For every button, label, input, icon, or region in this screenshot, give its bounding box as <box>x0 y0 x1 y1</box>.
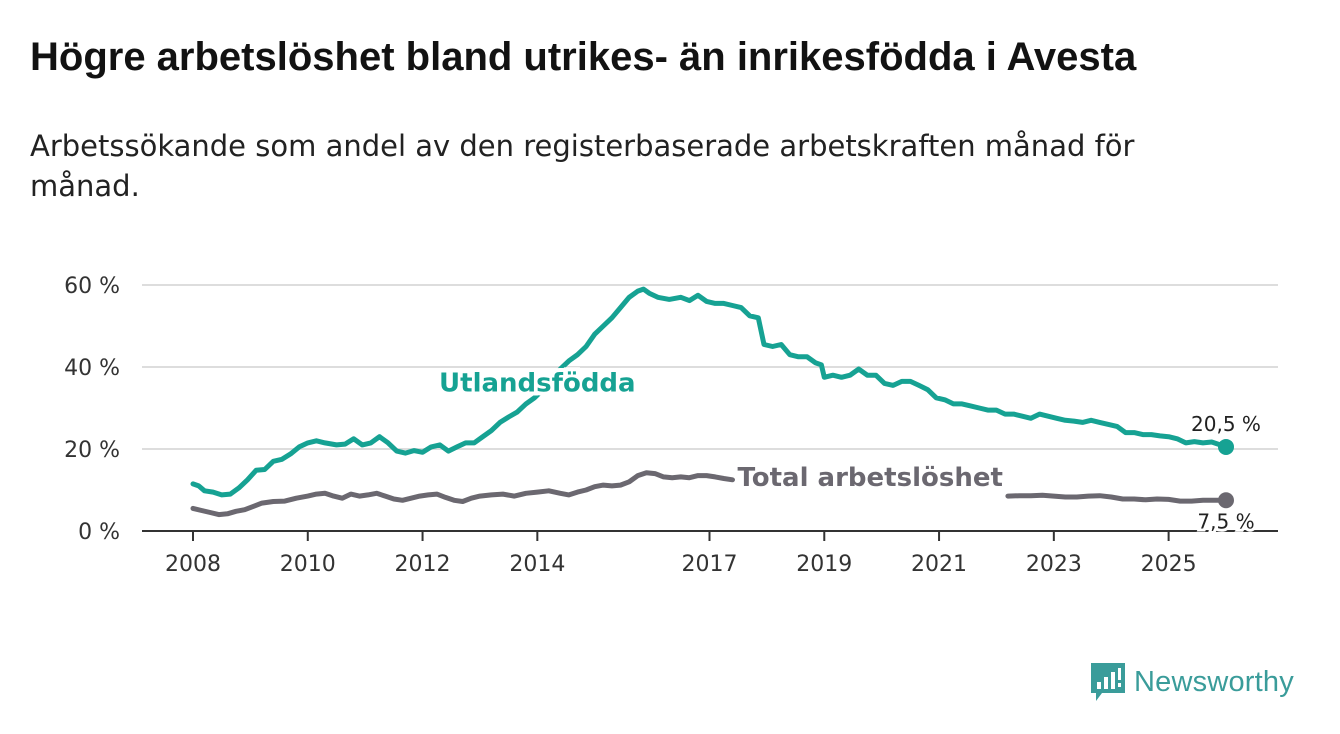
series-label-foreign: Utlandsfödda <box>439 369 636 399</box>
x-tick-label: 2025 <box>1141 552 1197 577</box>
x-tick-label: 2012 <box>395 552 451 577</box>
y-tick-label: 20 % <box>64 438 120 463</box>
series-endpoint-total <box>1218 492 1234 509</box>
series-line-foreign <box>190 286 1229 498</box>
brand-name: Newsworthy <box>1134 665 1294 698</box>
y-tick-label: 60 % <box>64 274 120 299</box>
y-tick-label: 0 % <box>78 520 120 545</box>
x-tick-label: 2021 <box>911 552 967 577</box>
series-line-total <box>190 470 735 518</box>
end-label-total: 7,5 % <box>1197 509 1254 533</box>
x-tick-label: 2019 <box>796 552 852 577</box>
grid-layer <box>142 284 1278 450</box>
newsworthy-brand[interactable]: Newsworthy <box>1088 660 1294 704</box>
newsworthy-logo-icon <box>1091 663 1125 701</box>
x-tick-label: 2008 <box>165 552 221 577</box>
y-tick-label: 40 % <box>64 356 120 381</box>
x-tick-label: 2023 <box>1026 552 1082 577</box>
x-tick-label: 2014 <box>509 552 565 577</box>
series-endpoint-foreign <box>1218 438 1234 455</box>
series-layer <box>190 286 1234 518</box>
x-tick-label: 2010 <box>280 552 336 577</box>
x-tick-label: 2017 <box>682 552 738 577</box>
label-layer: 20,5 % 7,5 % Utlandsfödda Total arbetslöshe… <box>435 365 1264 537</box>
end-label-foreign: 20,5 % <box>1191 412 1261 436</box>
chart-subtitle: Arbetssökande som andel av den registerb… <box>30 129 1135 203</box>
page-title: Högre arbetslöshet bland utrikes- än inr… <box>30 35 1137 79</box>
axis-layer: 0 % 20 % 40 % 60 % 2008 2010 2012 2014 2017 2019 2… <box>64 274 1278 577</box>
series-line-total-end <box>1005 492 1229 504</box>
series-label-total: Total arbetslöshet <box>737 463 1002 493</box>
